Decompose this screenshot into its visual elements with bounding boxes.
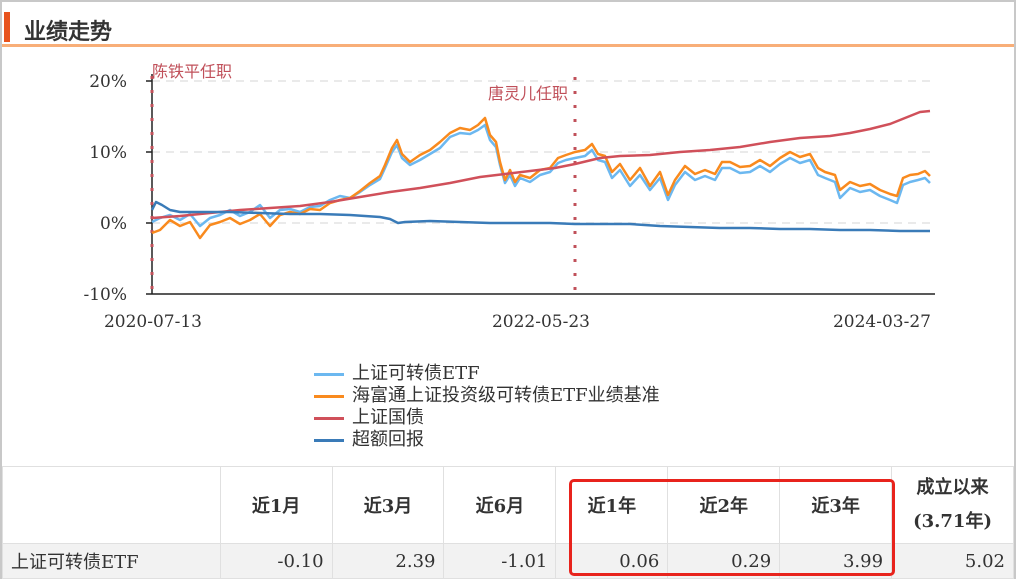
series-treasury [151,109,931,220]
x-tick-labels: 2020-07-13 2022-05-23 2024-03-27 [104,312,931,332]
header-3y: 近3年 [779,466,893,544]
header-1m: 近1月 [219,466,333,544]
header-name-cell [2,466,221,544]
header-since-inception: 成立以来 (3.71年) [891,466,1014,544]
header-since-inception-label: 成立以来 [916,477,989,498]
series-convertible-etf [151,123,931,228]
value-since-inception: 5.02 [891,543,1014,579]
header-2y: 近2年 [667,466,781,544]
y-tick-10: 10% [89,143,127,163]
row-name: 上证可转债ETF [2,543,221,579]
y-tick-0: 0% [100,214,127,234]
value-1m: -0.10 [219,543,333,579]
y-tick-labels: 20% 10% 0% -10% [83,72,127,305]
table-row: 上证可转债ETF -0.10 2.39 -1.01 0.06 0.29 3.99… [2,543,1014,579]
legend-label: 海富通上证投资级可转债ETF业绩基准 [352,385,660,406]
legend-item[interactable]: 上证可转债ETF [314,363,660,385]
legend-label: 上证可转债ETF [352,363,480,384]
legend-line-icon [314,416,344,420]
section-title: 业绩走势 [24,20,113,45]
header-accent-bar [4,12,10,42]
legend-label: 超额回报 [352,429,424,450]
header-since-inception-years: (3.71年) [913,511,992,532]
header-6m: 近6月 [443,466,557,544]
x-tick-mid: 2022-05-23 [492,312,590,332]
header-3m: 近3月 [331,466,445,544]
table-header-row: 近1月 近3月 近6月 近1年 近2年 近3年 成立以来 (3.71年) [2,466,1014,544]
legend-item[interactable]: 超额回报 [314,429,660,451]
legend-line-icon [314,372,344,376]
x-tick-start: 2020-07-13 [104,312,202,332]
legend-label: 上证国债 [352,407,424,428]
y-tick-neg10: -10% [83,285,127,305]
manager-annotation-2: 唐灵儿任职 [488,84,568,103]
series-excess-return [150,200,930,233]
value-1y: 0.06 [555,543,669,579]
value-3y: 3.99 [779,543,893,579]
chart-legend: 上证可转债ETF 海富通上证投资级可转债ETF业绩基准 上证国债 超额回报 [314,363,660,451]
legend-line-icon [314,394,344,398]
value-3m: 2.39 [331,543,445,579]
value-6m: -1.01 [443,543,557,579]
value-2y: 0.29 [667,543,781,579]
header-underline [2,44,1014,47]
gridlines [152,80,935,224]
y-tick-20: 20% [89,72,127,92]
legend-item[interactable]: 上证国债 [314,407,660,429]
header-1y: 近1年 [555,466,669,544]
performance-chart: 20% 10% 0% -10% 2020-07-13 2022-05-23 20… [83,62,935,332]
legend-line-icon [314,438,344,442]
x-tick-end: 2024-03-27 [833,312,931,332]
manager-annotation-1: 陈铁平任职 [152,62,232,81]
section-header: 业绩走势 [2,12,1014,48]
performance-table: 近1月 近3月 近6月 近1年 近2年 近3年 成立以来 (3.71年) 上证可… [2,466,1014,579]
legend-item[interactable]: 海富通上证投资级可转债ETF业绩基准 [314,385,660,407]
